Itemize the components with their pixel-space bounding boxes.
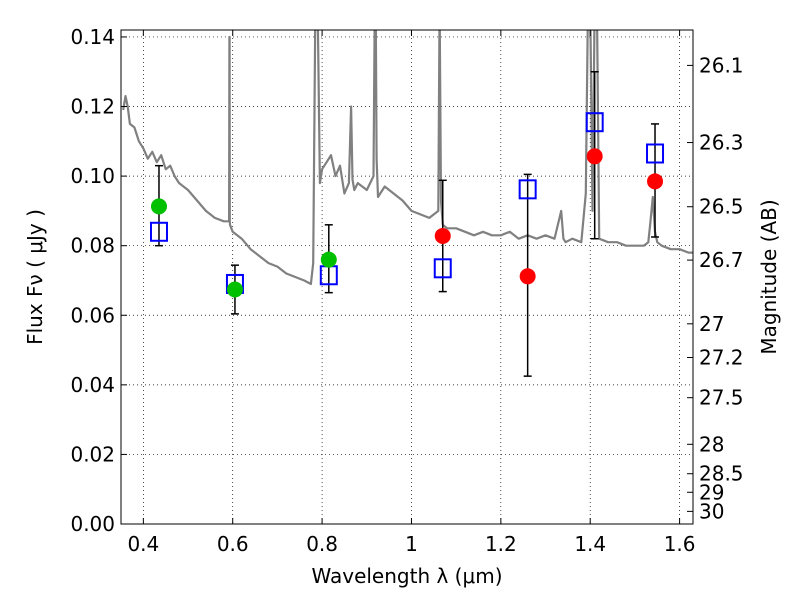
model-point-box — [433, 258, 452, 279]
y-tick-label: 0.14 — [70, 25, 115, 49]
y-tick-label: 0.02 — [70, 442, 115, 466]
y-tick-label: 0.08 — [70, 234, 115, 258]
detection-point — [320, 251, 337, 268]
model-point-box — [518, 179, 537, 200]
x-tick-label: 0.8 — [306, 532, 338, 556]
x-tick-label: 1.2 — [485, 532, 517, 556]
y-tick-label: 0.12 — [70, 95, 115, 119]
y2-tick-label: 27.2 — [699, 345, 744, 369]
y2-tick-label: 30 — [699, 499, 724, 523]
y-axis-label: Flux Fν ( μJy ) — [23, 209, 47, 345]
x-tick-label: 1.6 — [664, 532, 696, 556]
dropout-point — [434, 227, 451, 244]
x-tick-label: 1 — [405, 532, 418, 556]
x-tick-label: 0.4 — [127, 532, 159, 556]
y2-tick-label: 28.5 — [699, 462, 744, 486]
y2-tick-label: 26.5 — [699, 195, 744, 219]
model-point-box — [646, 143, 665, 164]
y2-tick-label: 26.1 — [699, 53, 744, 77]
y2-tick-label: 27 — [699, 312, 724, 336]
detection-point — [150, 198, 167, 215]
model-point-box — [149, 221, 168, 242]
y2-tick-label: 27.5 — [699, 386, 744, 410]
dropout-point — [586, 148, 603, 165]
dropout-point — [519, 268, 536, 285]
y2-tick-label: 28 — [699, 432, 724, 456]
y2-tick-label: 26.3 — [699, 131, 744, 155]
y2-axis-label: Magnitude (AB) — [757, 199, 781, 354]
template-spectrum-group — [122, 30, 693, 286]
y-tick-label: 0.04 — [70, 373, 115, 397]
model-points-group — [149, 112, 665, 294]
template-spectrum-line — [122, 30, 693, 286]
detection-point — [226, 281, 243, 298]
ticks-group: 0.4 0.6 0.8 1 1.2 1.4 1.6 0.00 0.02 0.04 0.06 0.08 0… — [70, 25, 743, 556]
dropout-point — [647, 173, 664, 190]
y2-tick-label: 26.7 — [699, 248, 744, 272]
y2-tick-label: 29 — [699, 480, 724, 504]
x-tick-label: 0.6 — [217, 532, 249, 556]
y-tick-label: 0.10 — [70, 164, 115, 188]
plot-frame — [120, 29, 694, 525]
x-tick-label: 1.4 — [574, 532, 606, 556]
y-tick-label: 0.00 — [70, 512, 115, 536]
model-point-box — [585, 112, 604, 133]
y-tick-label: 0.06 — [70, 303, 115, 327]
x-axis-label: Wavelength λ (μm) — [311, 564, 502, 588]
observed-points-group — [150, 148, 664, 298]
